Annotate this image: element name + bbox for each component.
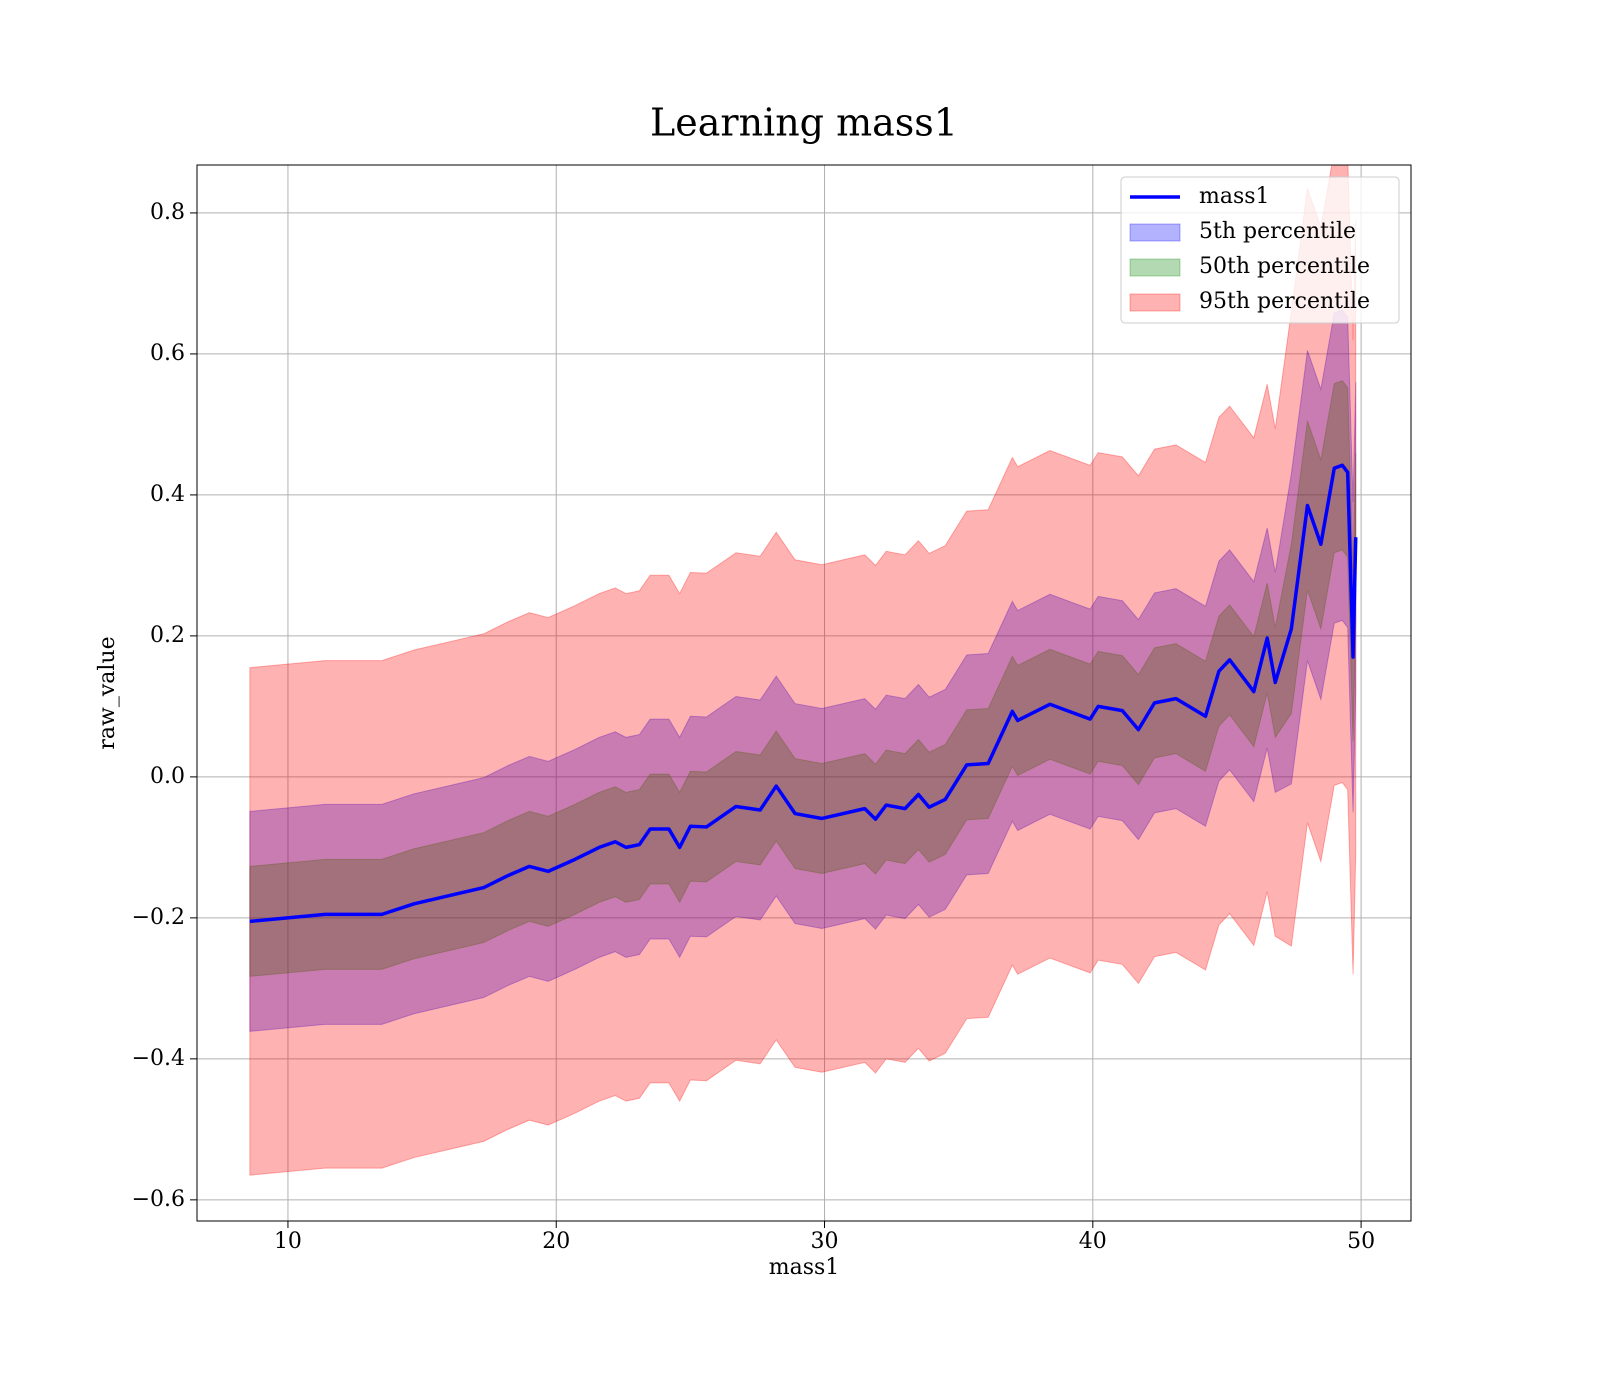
series-line xyxy=(249,463,1358,924)
y-tick-label: 0.0 xyxy=(150,764,185,789)
legend-swatch xyxy=(1129,258,1181,277)
y-tick-label: −0.2 xyxy=(132,905,185,930)
x-tick-label: 50 xyxy=(1347,1229,1375,1254)
legend-label: 95th percentile xyxy=(1199,289,1370,314)
legend-label: 50th percentile xyxy=(1199,254,1370,279)
y-tick-label: −0.6 xyxy=(132,1187,185,1212)
y-tick-label: −0.4 xyxy=(132,1046,185,1071)
legend: mass1 5th percentile 50th percentile 95th p… xyxy=(1120,176,1400,324)
legend-box xyxy=(1120,176,1400,324)
x-axis-label: mass1 xyxy=(769,1255,840,1280)
plot-area xyxy=(249,165,1358,1176)
legend-label: 5th percentile xyxy=(1199,219,1356,244)
percentile-band xyxy=(249,309,1357,1032)
legend-label: mass1 xyxy=(1199,184,1270,209)
y-axis-label: raw_value xyxy=(95,636,120,749)
x-tick-label: 30 xyxy=(811,1229,839,1254)
y-tick-label: 0.2 xyxy=(150,623,185,648)
plot-frame xyxy=(196,164,1412,1222)
chart-title: Learning mass1 xyxy=(650,101,958,145)
percentile-band xyxy=(249,380,1357,977)
y-tick-label: 0.4 xyxy=(150,482,185,507)
x-tick-label: 10 xyxy=(274,1229,302,1254)
x-tick-label: 20 xyxy=(542,1229,570,1254)
percentile-band xyxy=(249,165,1357,1176)
y-tick-label: 0.8 xyxy=(150,200,185,225)
legend-swatch xyxy=(1129,293,1181,312)
y-tick-label: 0.6 xyxy=(150,341,185,366)
x-tick-label: 40 xyxy=(1079,1229,1107,1254)
legend-swatch xyxy=(1129,223,1181,242)
